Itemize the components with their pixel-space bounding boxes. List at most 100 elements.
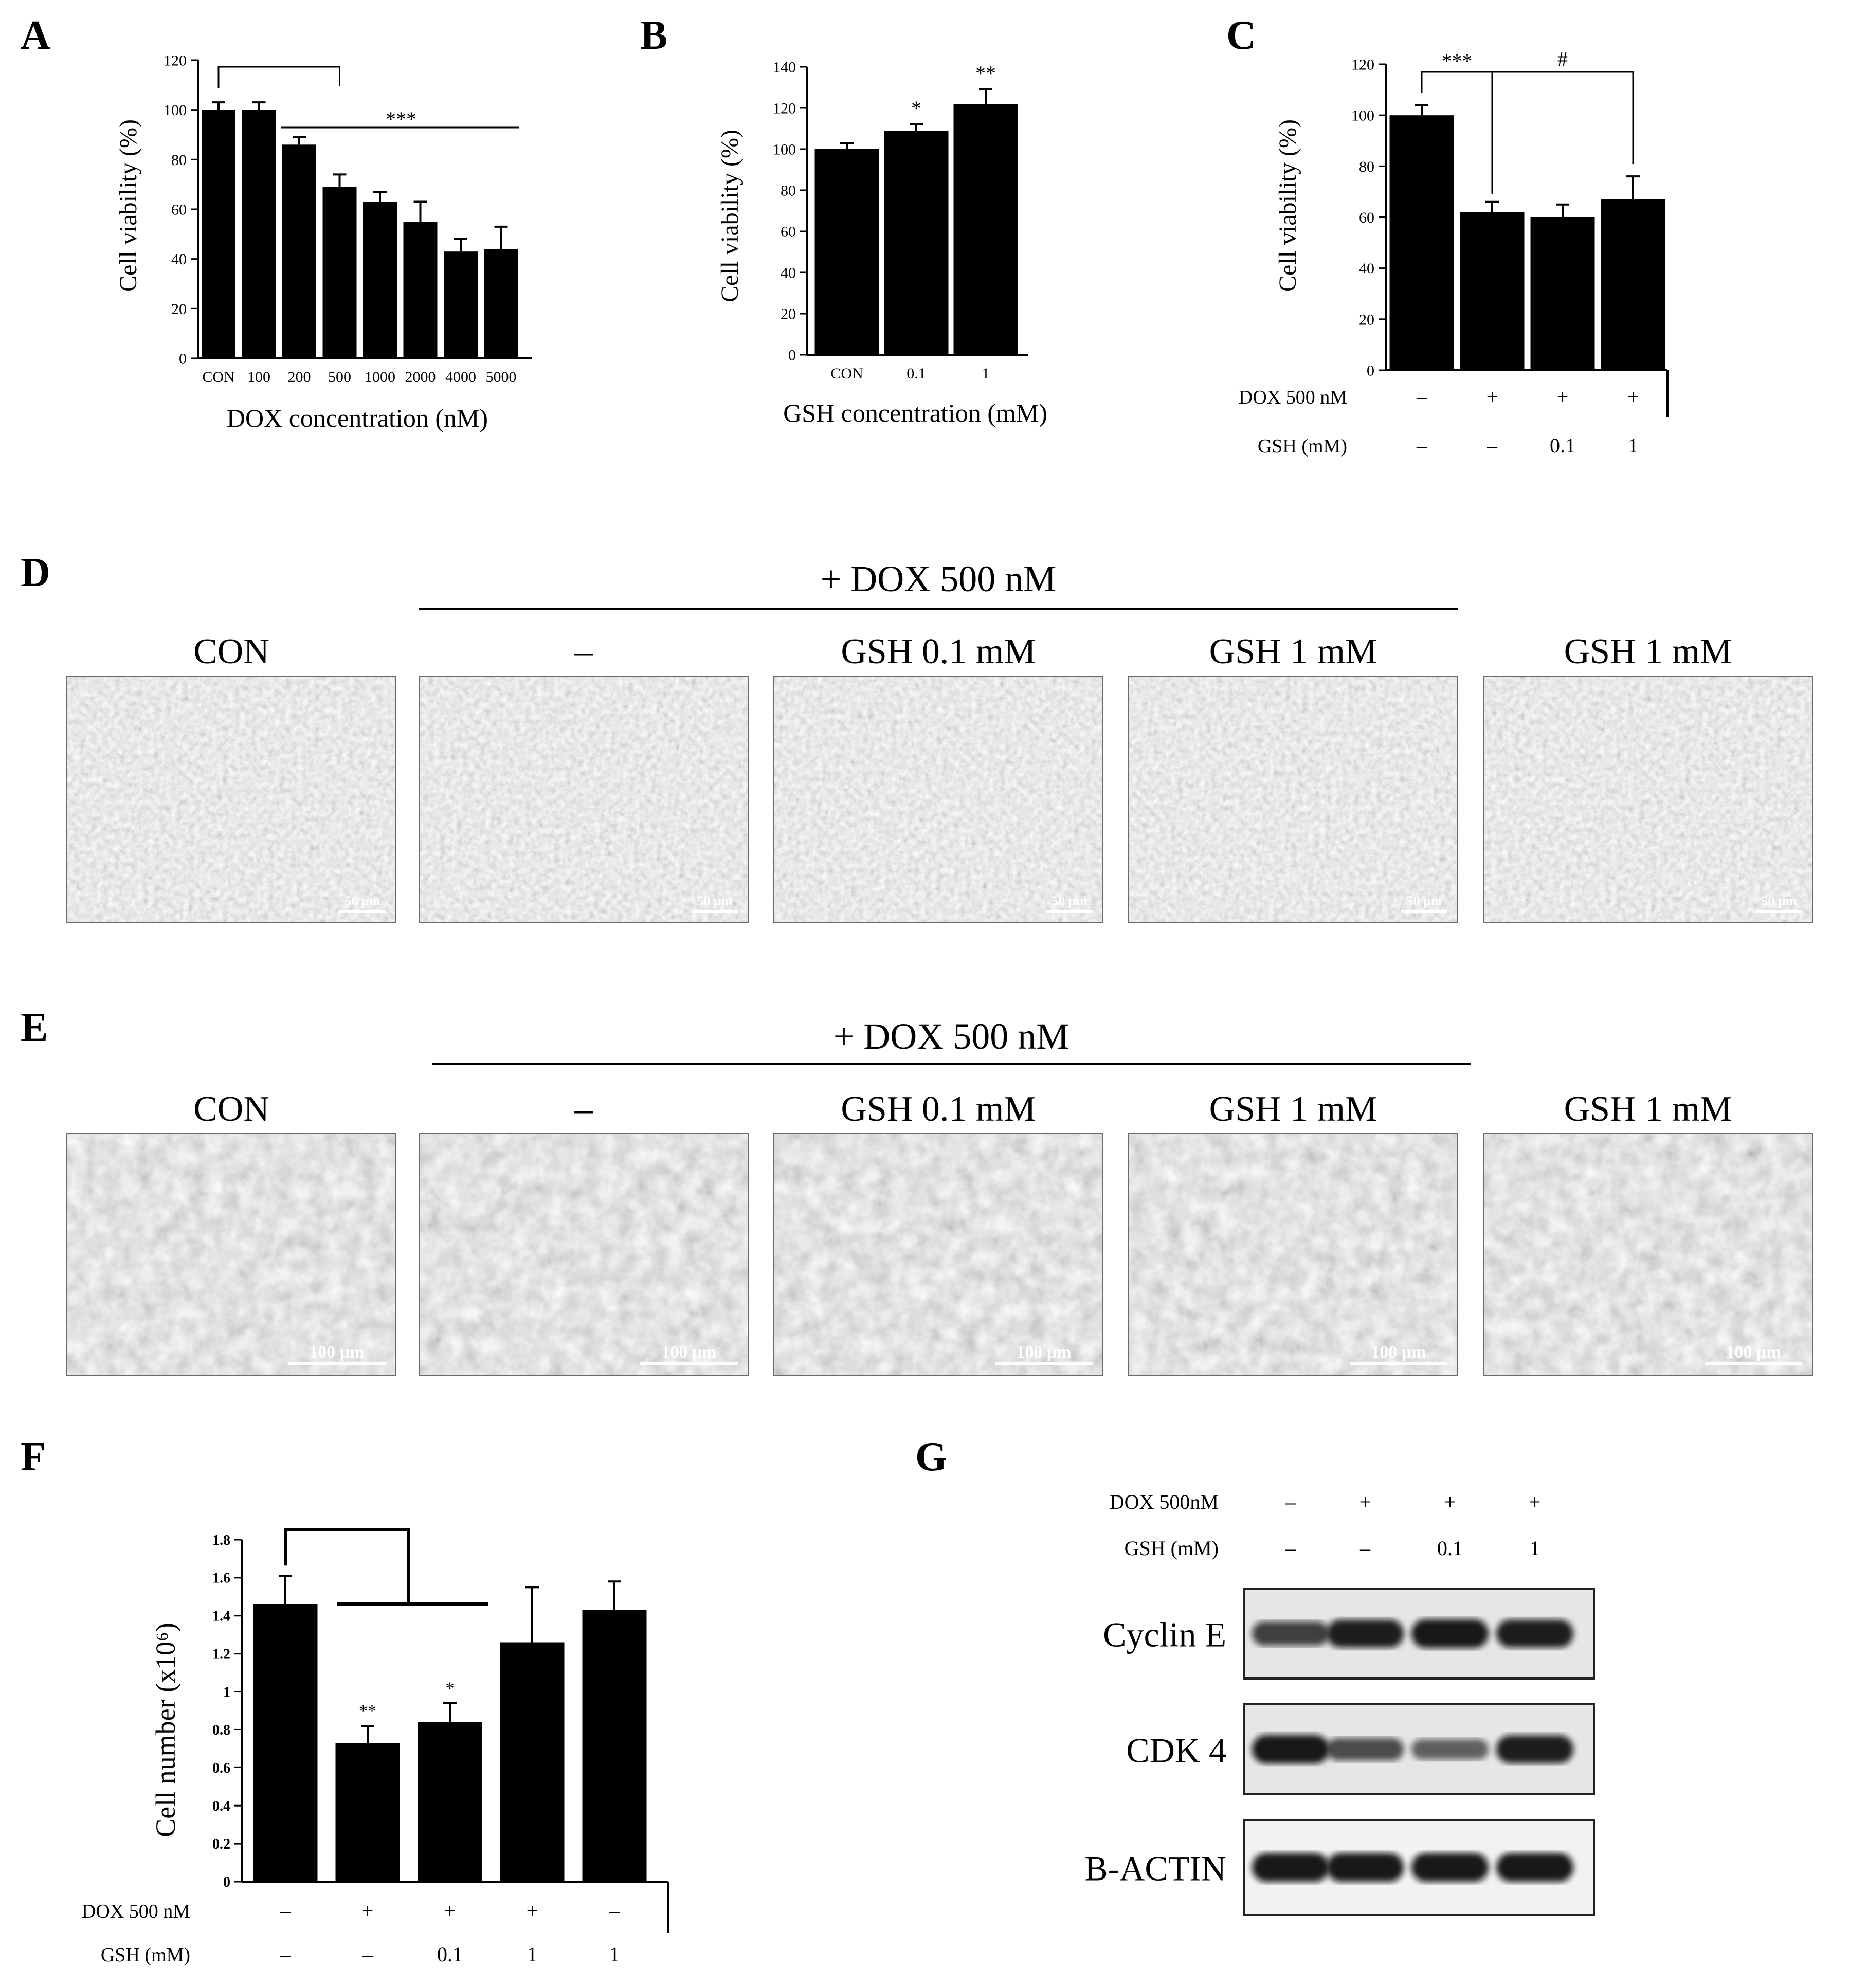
chart-a-ylabel: Cell viability (%) [115,119,142,292]
chartF-ytick-label: 1 [223,1684,230,1700]
chart-f-condition-label: – [362,1943,373,1966]
blot-band [1496,1735,1573,1763]
rowD-image-title: GSH 1 mM [1564,632,1732,671]
chartF-ytick-label: 1.8 [212,1533,230,1548]
blot-condition-label: – [1285,1490,1296,1513]
chartC-bar [1530,217,1595,370]
rowE-image-title: – [574,1089,593,1129]
chart-f-condition-label: 1 [527,1943,537,1966]
rowE-scale-label: 100 µm [1016,1343,1071,1362]
chart-panel-a: Cell viability (%) DOX concentration (nM… [115,52,532,432]
chartB-bar [814,149,879,355]
chart-c-condition-label: 0.1 [1550,434,1575,457]
rowD-image-title: – [574,632,593,671]
chartB-category-label: CON [830,365,863,382]
blot-band [1252,1853,1329,1882]
chart-a-significance-label: *** [386,107,416,131]
chartA-ytick-label: 80 [171,152,187,169]
chart-f-condition-label: + [527,1899,538,1922]
chartA-category-label: CON [202,369,234,386]
chart-c-row-label: DOX 500 nM [1239,387,1347,408]
chartB-significance-label: * [911,97,921,120]
chartA-category-label: 5000 [486,369,517,386]
chartA-bar [282,144,316,358]
rowE-micrograph [1129,1134,1458,1375]
chartC-bar [1389,115,1454,370]
chartA-bar [242,110,276,358]
chartB-significance-label: ** [975,62,996,85]
chartA-bar [444,251,478,358]
blot-band [1496,1853,1573,1882]
panel-letter-d: D [21,550,50,595]
chartA-bar [484,249,518,358]
blot-condition-label: 0.1 [1437,1537,1463,1560]
chartF-significance-label: * [446,1679,455,1698]
chart-f-condition-label: 0.1 [437,1943,463,1966]
chartC-ytick-label: 40 [1359,260,1374,277]
rowE-micrograph-border [419,1133,749,1376]
chartA-ytick-label: 20 [171,301,187,318]
rowD-scale-label: 50 µm [1406,893,1442,908]
western-blot-panel-g: DOX 500nM – + + + GSH (mM) – – 0.1 1 Cyclin E CDK 4… [1084,1490,1595,1916]
rowE-scale-label: 100 µm [1371,1343,1426,1362]
rowD-image-title: CON [193,632,269,671]
chartB-ytick-label: 100 [773,141,796,158]
rowE-scale-label: 100 µm [309,1343,364,1362]
rowD-scale-label: 50 µm [345,893,380,908]
chart-f-condition-label: + [444,1899,456,1922]
chartF-ytick-label: 1.6 [212,1571,230,1586]
chartB-ytick-label: 40 [781,265,796,282]
chart-c-ylabel: Cell viability (%) [1274,119,1301,292]
rowD-group-label: + DOX 500 nM [821,558,1057,599]
chartC-bar [1460,212,1525,370]
rowD-scale-label: 50 µm [1761,893,1797,908]
blot-band [1252,1735,1329,1764]
chart-c-condition-label: 1 [1628,434,1638,457]
chartF-ytick-label: 0.4 [212,1798,230,1814]
chartA-ytick-label: 40 [171,251,187,268]
chart-f-row-label: DOX 500 nM [82,1901,190,1922]
rowD-micrograph-border [66,676,396,923]
panel-letter-g: G [915,1434,947,1480]
chartC-bar [1601,199,1665,370]
blot-protein-label: B-ACTIN [1084,1849,1226,1888]
rowD-micrograph-border [1483,676,1813,923]
blot-condition-label: + [1444,1490,1456,1513]
chartF-bar [582,1610,647,1882]
chartA-ytick-label: 120 [164,52,187,69]
rowE-micrograph-border [66,1133,396,1376]
rowD-micrograph [67,676,396,923]
chartB-ytick-label: 0 [788,347,796,364]
rowD-image-title: GSH 1 mM [1209,632,1377,671]
chartA-bar [202,110,235,358]
chartF-ytick-label: 0.6 [212,1760,230,1776]
rowD-micrograph [1129,676,1458,923]
chart-b-xlabel: GSH concentration (mM) [783,398,1047,427]
rowD-micrograph [419,676,748,923]
rowE-micrograph [67,1134,396,1375]
chartA-category-label: 1000 [365,369,395,386]
chart-panel-c: Cell viability (%) 0 20 40 60 80 100 120 DOX 50… [1239,47,1669,457]
chartF-ytick-label: 0.2 [212,1836,230,1852]
micrograph-row-e: + DOX 500 nM CON 100 µm – 100 µm GSH 0.1 mM 10… [66,1016,1813,1376]
chartB-category-label: 1 [982,365,990,382]
chartC-ytick-label: 60 [1359,209,1374,226]
chart-f-condition-label: – [280,1943,291,1966]
rowD-micrograph-border [1128,676,1458,923]
chart-c-condition-label: + [1557,385,1569,408]
chartB-ytick-label: 80 [781,183,796,199]
rowE-scale-label: 100 µm [661,1343,716,1362]
chartA-bar [363,202,397,358]
chartA-ytick-label: 100 [164,102,187,119]
chartF-ytick-label: 1.2 [212,1646,230,1662]
chartF-bar [253,1604,318,1882]
chart-f-condition-label: – [280,1899,291,1922]
chartA-category-label: 2000 [405,369,436,386]
chart-b-ylabel: Cell viability (%) [716,130,744,302]
chart-a-xlabel: DOX concentration (nM) [227,404,488,432]
blot-condition-label: + [1359,1490,1371,1513]
blot-band [1327,1853,1404,1882]
rowE-group-label: + DOX 500 nM [833,1016,1069,1057]
blot-row-label: DOX 500nM [1110,1490,1219,1513]
chartB-category-label: 0.1 [907,365,926,382]
